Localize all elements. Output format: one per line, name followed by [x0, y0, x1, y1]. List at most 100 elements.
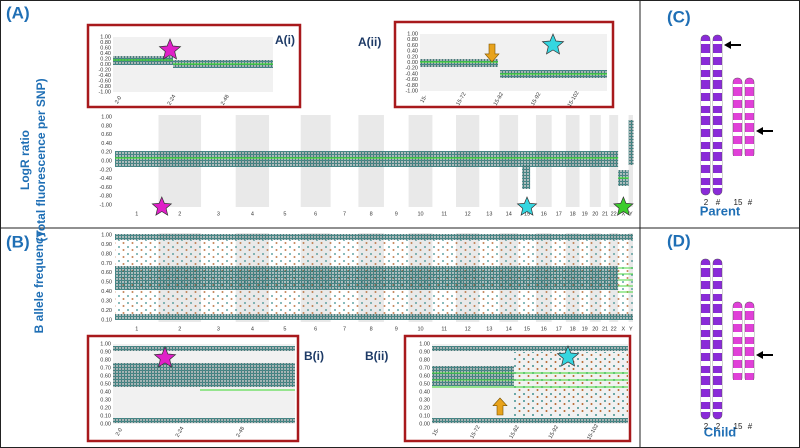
chromosome-label: 7 [343, 326, 346, 332]
chromosome-band [701, 397, 710, 402]
chromosome-band [713, 289, 722, 294]
y-tick-label: 0.20 [100, 405, 111, 411]
chromosome-label: X [622, 326, 626, 332]
chromosome-label: Y [629, 326, 633, 332]
chromosome-label: 22 [611, 326, 617, 332]
y-tick-label: 0.00 [100, 421, 111, 427]
chromosome-label: 10 [417, 211, 423, 217]
panel-label: (C) [667, 7, 691, 26]
y-tick-label: -0.60 [405, 77, 418, 83]
arrow [756, 351, 773, 359]
chromosome-band [701, 125, 710, 129]
chromosome-band [713, 349, 722, 353]
chromosome-band [745, 308, 754, 311]
y-tick-label: 0.10 [101, 317, 112, 323]
chromosome-band [713, 53, 722, 57]
y-tick-label: -0.80 [405, 83, 418, 89]
y-tick-label: 1.00 [419, 341, 430, 347]
chromosome-band [745, 368, 754, 373]
y-tick-label: 0.40 [100, 51, 111, 57]
chromosome-label: 15 [734, 422, 743, 431]
chromosome-label: 2 [704, 198, 709, 207]
y-tick-label: 0.20 [101, 308, 112, 314]
chromosome-label: 11 [441, 326, 447, 332]
chromosome-band [701, 53, 710, 57]
y-tick-label: -0.80 [99, 194, 112, 200]
chromosome-label: 2 [178, 326, 181, 332]
chromosome-band [713, 77, 722, 80]
snp-cloud [432, 346, 628, 351]
snp-cloud [432, 418, 628, 423]
arrow [492, 397, 508, 416]
inset-label: A(ii) [358, 35, 381, 49]
snp-cloud [115, 314, 633, 320]
chromosome-band [733, 156, 742, 159]
y-tick-label: 0.60 [100, 373, 111, 379]
y-tick-label: 0.40 [101, 141, 112, 147]
chromosome-band [733, 96, 742, 100]
y-tick-label: 0.80 [419, 357, 430, 363]
x-tick-label: 2-24 [175, 426, 186, 439]
y-tick-label: 1.00 [100, 341, 111, 347]
chromosome-band [733, 344, 742, 347]
chromosome-label: 20 [592, 326, 598, 332]
chromosome-label: 1 [135, 326, 138, 332]
chromosome-band [713, 325, 722, 330]
chromosome-label: 8 [370, 211, 373, 217]
chromosome-band [713, 125, 722, 129]
chromosome-label: 9 [395, 326, 398, 332]
inset-label: B(ii) [365, 349, 388, 363]
inset-label: A(i) [275, 33, 295, 47]
chromosome-band [713, 113, 722, 116]
y-tick-label: 0.70 [100, 365, 111, 371]
star [158, 38, 182, 60]
chromosome-band [701, 289, 710, 294]
y-tick-label: 0.80 [100, 40, 111, 46]
chromosome-band [701, 149, 710, 152]
star [556, 345, 580, 367]
caption: Parent [700, 203, 741, 218]
chromosome-band [713, 301, 722, 304]
chromosome-label: Y [629, 211, 633, 217]
y-tick-label: 0.20 [101, 150, 112, 156]
caption: Child [704, 424, 737, 439]
chromosome-band [733, 308, 742, 311]
snp-cloud [113, 346, 295, 351]
chromosome-band [713, 185, 722, 188]
chromosome-band [713, 409, 722, 412]
y-tick-label: 0.30 [101, 299, 112, 305]
chromosome-band [701, 349, 710, 353]
chromosome-label: 15 [524, 326, 530, 332]
chromosome-label: 15 [524, 211, 530, 217]
chromosome-band [733, 132, 742, 136]
chromosome-label: 8 [370, 326, 373, 332]
y-tick-label: 0.20 [419, 405, 430, 411]
chromosome-label: # [716, 198, 721, 207]
chromosome-band [713, 41, 722, 44]
chromosome-label: 12 [465, 211, 471, 217]
y-tick-label: -1.00 [405, 88, 418, 94]
chromosome-label: 18 [570, 211, 576, 217]
chromosome-band [713, 161, 722, 165]
y-tick-label: 1.00 [407, 31, 418, 37]
chromosome-band [733, 120, 742, 123]
star [516, 196, 538, 216]
arrow [724, 41, 741, 49]
y-tick-label: -1.00 [99, 202, 112, 208]
chromosome-label: 16 [541, 211, 547, 217]
chromosome-band [701, 101, 710, 106]
chromosome-label: 17 [556, 326, 562, 332]
y-tick-label: -0.60 [98, 78, 111, 84]
y-tick-label: 0.00 [100, 62, 111, 68]
chromosome-label: 13 [486, 211, 492, 217]
y-label: B allele frequency [32, 230, 46, 333]
chromosome-band [701, 89, 710, 93]
chromosome-band [701, 65, 710, 70]
chromosome-label: 18 [570, 326, 576, 332]
chromosome-band [701, 161, 710, 165]
chromosome-label: 3 [217, 326, 220, 332]
y-tick-label: 0.80 [100, 357, 111, 363]
chromosome-band [701, 197, 710, 201]
x-tick-label: 15- [432, 427, 441, 437]
